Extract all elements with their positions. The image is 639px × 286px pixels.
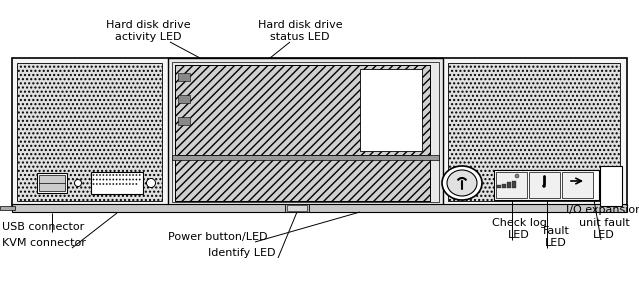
- Circle shape: [132, 174, 134, 176]
- Bar: [12, 204, 627, 212]
- Ellipse shape: [447, 170, 477, 196]
- Circle shape: [106, 179, 107, 180]
- Bar: [507, 182, 511, 188]
- Circle shape: [96, 179, 98, 180]
- Text: USB connector: USB connector: [2, 222, 84, 232]
- Circle shape: [129, 174, 130, 176]
- Bar: [287, 205, 307, 211]
- Bar: [502, 184, 506, 188]
- Circle shape: [93, 174, 94, 176]
- Circle shape: [135, 179, 137, 180]
- Circle shape: [129, 183, 130, 185]
- Bar: [39, 175, 65, 191]
- Bar: [448, 63, 620, 201]
- Circle shape: [109, 183, 111, 185]
- Circle shape: [543, 184, 546, 188]
- Circle shape: [515, 174, 519, 178]
- Bar: [285, 204, 309, 212]
- Circle shape: [132, 179, 134, 180]
- Circle shape: [116, 183, 118, 185]
- Circle shape: [93, 183, 94, 185]
- Text: Hard disk drive
status LED: Hard disk drive status LED: [258, 20, 343, 42]
- Circle shape: [112, 183, 114, 185]
- Bar: [37, 173, 67, 193]
- Circle shape: [129, 179, 130, 180]
- Circle shape: [126, 174, 127, 176]
- Circle shape: [119, 183, 121, 185]
- Text: Power button/LED: Power button/LED: [168, 232, 268, 242]
- Circle shape: [116, 179, 118, 180]
- Circle shape: [139, 174, 141, 176]
- Circle shape: [123, 179, 124, 180]
- Bar: [496, 172, 527, 198]
- Circle shape: [109, 179, 111, 180]
- Bar: [497, 185, 501, 188]
- Bar: [17, 63, 162, 201]
- Text: Identify LED: Identify LED: [208, 248, 276, 258]
- Circle shape: [75, 180, 82, 186]
- Bar: [172, 62, 439, 202]
- Circle shape: [126, 183, 127, 185]
- Text: Hard disk drive
activity LED: Hard disk drive activity LED: [105, 20, 190, 42]
- Bar: [175, 65, 430, 155]
- Circle shape: [100, 179, 101, 180]
- Circle shape: [106, 174, 107, 176]
- Circle shape: [103, 183, 104, 185]
- Circle shape: [100, 183, 101, 185]
- Bar: [562, 172, 593, 198]
- Bar: [168, 58, 443, 206]
- Text: I/O expansion
unit fault
LED: I/O expansion unit fault LED: [566, 205, 639, 240]
- Circle shape: [112, 179, 114, 180]
- Circle shape: [146, 178, 155, 188]
- Bar: [178, 95, 190, 103]
- Bar: [175, 158, 430, 201]
- Circle shape: [100, 174, 101, 176]
- Circle shape: [96, 174, 98, 176]
- Circle shape: [135, 174, 137, 176]
- Circle shape: [126, 179, 127, 180]
- Circle shape: [103, 179, 104, 180]
- Ellipse shape: [442, 166, 482, 200]
- Bar: [91, 172, 143, 194]
- Circle shape: [93, 179, 94, 180]
- Circle shape: [119, 179, 121, 180]
- Circle shape: [139, 179, 141, 180]
- Circle shape: [106, 183, 107, 185]
- Circle shape: [116, 174, 118, 176]
- Circle shape: [135, 183, 137, 185]
- Text: Fault
LED: Fault LED: [543, 226, 569, 248]
- Circle shape: [96, 183, 98, 185]
- Bar: [175, 158, 430, 201]
- Bar: [12, 58, 627, 206]
- Circle shape: [109, 174, 111, 176]
- Bar: [494, 170, 599, 200]
- Circle shape: [123, 183, 124, 185]
- Circle shape: [112, 174, 114, 176]
- Bar: [178, 117, 190, 125]
- Bar: [172, 155, 439, 160]
- Bar: [600, 166, 622, 206]
- Circle shape: [119, 174, 121, 176]
- Circle shape: [103, 174, 104, 176]
- Circle shape: [123, 174, 124, 176]
- Circle shape: [132, 183, 134, 185]
- Text: KVM connector: KVM connector: [2, 238, 86, 248]
- Text: Check log
LED: Check log LED: [491, 218, 546, 240]
- Bar: [529, 172, 560, 198]
- Bar: [360, 69, 422, 151]
- Bar: [0, 206, 15, 210]
- Bar: [175, 65, 430, 155]
- Bar: [178, 73, 190, 81]
- Bar: [512, 180, 516, 188]
